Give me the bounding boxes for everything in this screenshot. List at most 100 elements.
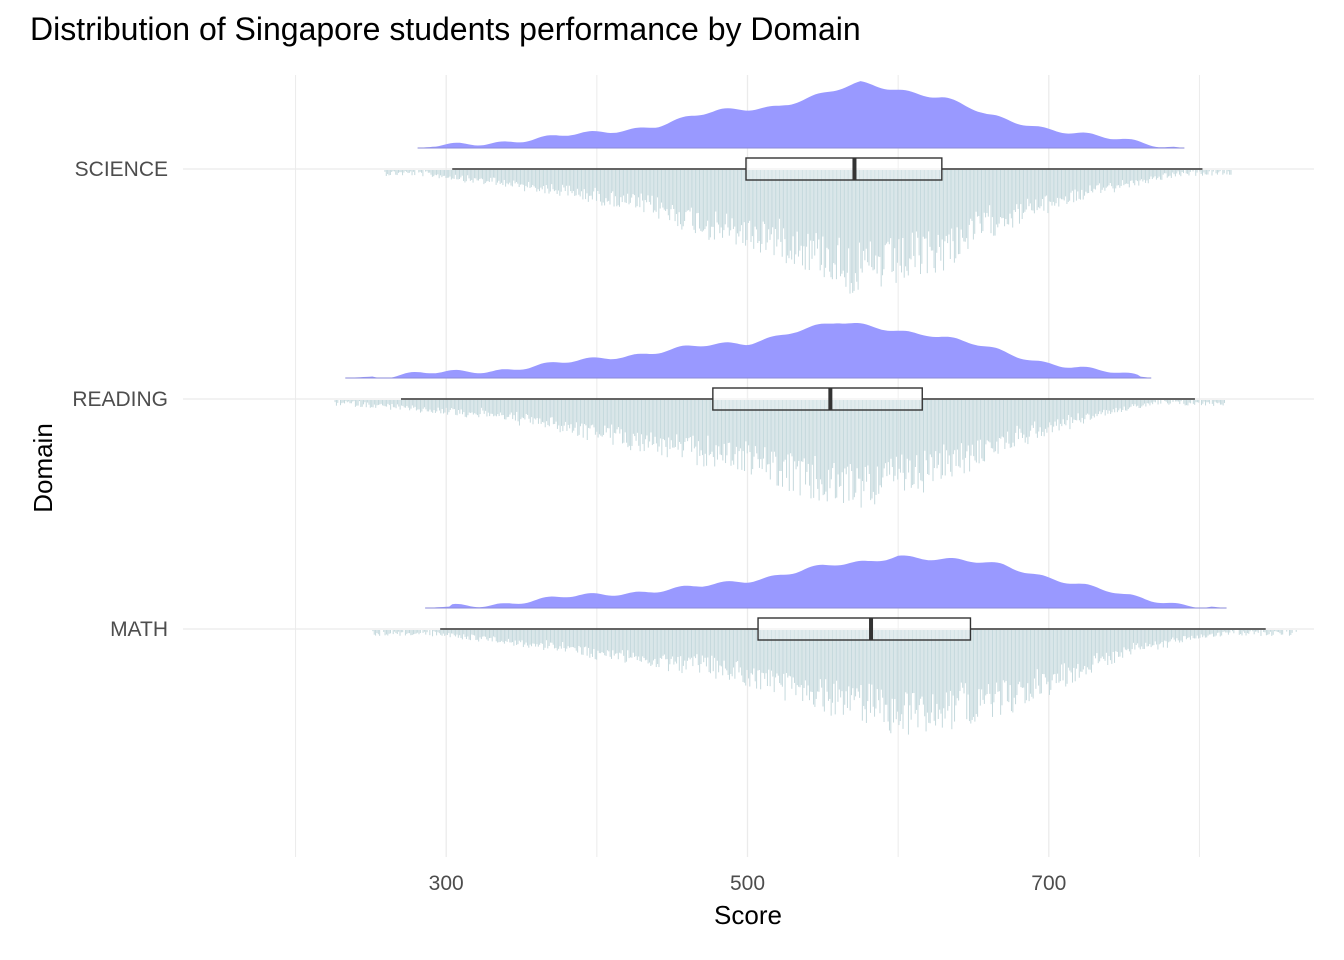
dot-column xyxy=(790,400,792,454)
dot-column xyxy=(474,630,476,636)
dot-column xyxy=(1108,400,1110,411)
dot-column xyxy=(649,400,651,442)
dot-column xyxy=(593,170,595,192)
dot-column xyxy=(737,400,739,470)
dot-column xyxy=(937,630,939,719)
dot-column xyxy=(1085,400,1087,415)
dot-column xyxy=(1154,630,1156,642)
dot-column xyxy=(670,400,672,441)
dot-column xyxy=(839,170,841,277)
dot-column xyxy=(482,170,484,180)
dot-column xyxy=(680,400,682,444)
dot-column xyxy=(803,400,805,459)
dot-column xyxy=(937,400,939,465)
dot-column xyxy=(557,170,559,191)
dot-column xyxy=(1178,170,1180,175)
dot-column xyxy=(1032,400,1034,428)
dot-column xyxy=(1078,170,1080,199)
dot-column xyxy=(952,400,954,455)
dot-column xyxy=(1100,170,1102,193)
dot-column xyxy=(1187,630,1189,638)
dot-column xyxy=(925,400,927,461)
dot-column xyxy=(555,400,557,422)
dot-column xyxy=(517,630,519,645)
dot-column xyxy=(1215,170,1217,174)
dot-column xyxy=(1202,400,1204,404)
dot-column xyxy=(856,400,858,469)
dot-column xyxy=(615,400,617,434)
dot-column xyxy=(581,170,583,192)
dot-column xyxy=(616,400,618,430)
dot-column xyxy=(1073,630,1075,668)
dot-column xyxy=(733,400,735,465)
dot-column xyxy=(1174,170,1176,177)
dot-column xyxy=(1077,170,1079,192)
dot-column xyxy=(815,630,817,699)
dot-column xyxy=(1218,400,1220,403)
dot-column xyxy=(1101,170,1103,190)
dot-column xyxy=(1229,170,1231,175)
dot-column xyxy=(1106,400,1108,411)
dot-column xyxy=(389,170,391,175)
dot-column xyxy=(1010,170,1012,219)
dot-column xyxy=(456,400,458,416)
dot-column xyxy=(390,400,392,410)
dot-column xyxy=(536,400,538,419)
dot-column xyxy=(752,400,754,470)
dot-column xyxy=(1194,630,1196,639)
dot-column xyxy=(448,170,450,178)
dot-column xyxy=(1288,630,1290,636)
dot-column xyxy=(887,170,889,242)
dot-column xyxy=(846,630,848,708)
dot-column xyxy=(658,400,660,447)
dot-column xyxy=(918,400,920,473)
dot-column xyxy=(657,400,659,452)
dot-column xyxy=(395,400,397,409)
dot-column xyxy=(1116,400,1118,413)
dot-column xyxy=(404,630,406,636)
dot-column xyxy=(743,170,745,223)
dot-column xyxy=(791,170,793,260)
dot-column xyxy=(962,170,964,238)
dot-column xyxy=(436,630,438,636)
dot-column xyxy=(760,170,762,253)
dot-column xyxy=(724,170,726,225)
dot-column xyxy=(1043,170,1045,211)
dot-column xyxy=(1088,400,1090,415)
dot-column xyxy=(722,630,724,676)
dot-column xyxy=(460,170,462,178)
dot-column xyxy=(1263,630,1265,633)
dot-column xyxy=(1166,170,1168,178)
dot-column xyxy=(401,400,403,406)
dot-column xyxy=(592,400,594,425)
dot-column xyxy=(1279,630,1281,634)
dot-column xyxy=(719,630,721,666)
dot-column xyxy=(1097,170,1099,186)
dot-column xyxy=(588,400,590,428)
dot-column xyxy=(909,630,911,706)
dot-column xyxy=(958,400,960,467)
dot-column xyxy=(631,400,633,446)
dot-column xyxy=(1073,170,1075,203)
dot-column xyxy=(541,630,543,644)
dot-column xyxy=(906,400,908,459)
dot-column xyxy=(1183,630,1185,637)
dot-column xyxy=(692,400,694,436)
dot-column xyxy=(1199,170,1201,172)
dot-column xyxy=(1085,630,1087,675)
dot-column xyxy=(567,630,569,647)
dot-column xyxy=(1226,630,1228,633)
dot-column xyxy=(998,400,1000,438)
dot-column xyxy=(978,630,980,690)
dot-column xyxy=(1078,630,1080,678)
dot-column xyxy=(963,630,965,694)
dot-column xyxy=(1242,630,1244,632)
dot-column xyxy=(394,630,396,632)
dot-column xyxy=(901,170,903,273)
dot-column xyxy=(810,170,812,241)
dot-column xyxy=(426,170,428,172)
dot-column xyxy=(964,170,966,242)
dot-column xyxy=(471,630,473,635)
dot-column xyxy=(1091,400,1093,419)
dot-column xyxy=(546,400,548,422)
